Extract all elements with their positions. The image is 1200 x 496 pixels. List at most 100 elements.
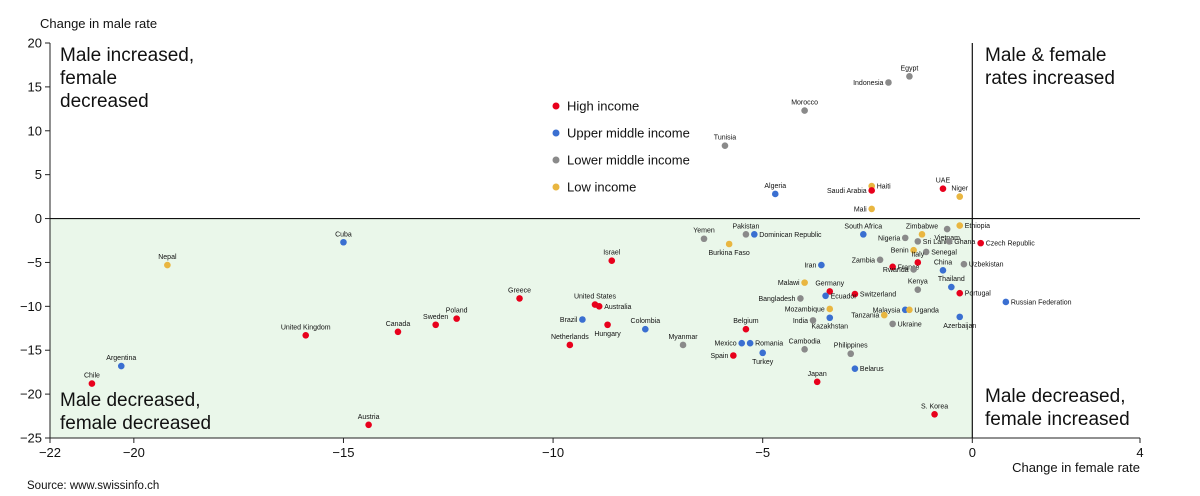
point-label-argentina: Argentina	[106, 355, 136, 362]
point-tunisia	[721, 142, 729, 149]
point-algeria	[771, 190, 779, 198]
quadrant-bottom-left-line-2: female decreased	[60, 413, 211, 434]
point-belgium	[742, 325, 750, 333]
point-yemen	[700, 235, 708, 243]
quadrant-top-left-line-2: female	[60, 68, 117, 89]
point-label-nepal: Nepal	[158, 254, 177, 261]
x-tick-label: −15	[332, 445, 354, 460]
x-tick-label: −10	[542, 445, 564, 460]
point-label-ukraine: Ukraine	[898, 321, 922, 328]
point-ghana	[945, 238, 953, 245]
point-ukraine	[889, 320, 896, 328]
point-netherlands	[566, 341, 574, 349]
point-label-ghana: Ghana	[954, 239, 975, 246]
data-points: Egypt Indonesia Morocco Tunisia Algeria Haiti…	[84, 65, 1072, 429]
y-tick-label: 0	[35, 211, 42, 226]
point-cambodia	[801, 346, 808, 353]
legend-marker-high	[552, 102, 560, 110]
point-australia	[595, 303, 603, 310]
point-label-s-korea: S. Korea	[921, 403, 948, 410]
point-label-yemen: Yemen	[693, 228, 715, 235]
point-label-czech-republic: Czech Republic	[986, 241, 1036, 248]
point-benin	[910, 246, 917, 254]
axis-ticks: 20 15 10 5 0 −5 −10 −15 −20 −25−22 −20 −15 −10 −5 0 4	[20, 36, 1144, 461]
point-burkina-faso	[725, 240, 733, 248]
point-label-malaysia: Malaysia	[873, 307, 901, 314]
point-label-thailand: Thailand	[938, 276, 965, 283]
point-switzerland	[851, 290, 859, 298]
point-united-kingdom	[302, 332, 310, 339]
y-tick-label: 10	[28, 123, 42, 138]
point-label-switzerland: Switzerland	[860, 292, 896, 299]
point-label-zimbabwe: Zimbabwe	[906, 223, 938, 230]
point-label-saudi-arabia: Saudi Arabia	[827, 188, 867, 195]
point-china	[939, 267, 947, 274]
point-dominican-republic	[751, 231, 758, 238]
point-label-israel: Israel	[603, 250, 621, 257]
point-vietnam	[943, 225, 951, 233]
y-tick-label: 5	[35, 167, 42, 182]
point-south-africa	[860, 231, 867, 238]
point-bangladesh	[797, 295, 804, 302]
quadrant-bottom-right-line-2: female increased	[985, 409, 1130, 430]
point-hungary	[604, 321, 611, 329]
legend-marker-upper	[552, 129, 560, 137]
point-malawi	[801, 279, 808, 286]
point-label-turkey: Turkey	[752, 359, 774, 366]
point-tanzania	[880, 311, 888, 319]
point-label-sweden: Sweden	[423, 314, 448, 321]
point-rwanda	[910, 266, 917, 273]
point-canada	[394, 328, 402, 336]
source-note: Source: www.swissinfo.ch	[27, 480, 159, 492]
point-mexico	[738, 339, 746, 347]
point-italy	[914, 259, 922, 266]
point-indonesia	[885, 79, 892, 86]
point-label-burkina-faso: Burkina Faso	[709, 250, 750, 257]
point-senegal	[922, 248, 930, 256]
point-chile	[88, 380, 96, 387]
point-label-haiti: Haiti	[877, 184, 891, 191]
point-label-morocco: Morocco	[791, 100, 818, 107]
point-label-rwanda: Rwanda	[883, 267, 909, 274]
point-label-senegal: Senegal	[931, 249, 957, 256]
point-poland	[453, 315, 460, 322]
point-label-greece: Greece	[508, 287, 531, 294]
point-label-belgium: Belgium	[733, 318, 758, 325]
point-label-poland: Poland	[446, 308, 468, 315]
point-label-united-states: United States	[574, 294, 617, 301]
point-label-nigeria: Nigeria	[878, 235, 900, 242]
point-label-tanzania: Tanzania	[851, 313, 879, 320]
point-thailand	[948, 283, 955, 291]
point-label-ethiopia: Ethiopia	[965, 223, 990, 230]
point-colombia	[642, 325, 649, 333]
point-nigeria	[901, 234, 909, 242]
point-s-korea	[931, 411, 938, 418]
point-label-belarus: Belarus	[860, 366, 884, 373]
point-label-uganda: Uganda	[914, 307, 939, 314]
point-mozambique	[826, 305, 834, 313]
point-label-philippines: Philippines	[834, 343, 868, 350]
y-tick-label: 15	[28, 79, 42, 94]
point-czech-republic	[977, 239, 984, 247]
point-label-indonesia: Indonesia	[853, 80, 883, 87]
point-label-dominican-republic: Dominican Republic	[759, 232, 822, 239]
point-label-australia: Australia	[604, 304, 631, 311]
legend-label-lower: Lower middle income	[567, 153, 690, 168]
point-austria	[365, 421, 372, 429]
point-label-japan: Japan	[808, 371, 827, 378]
x-tick-label: 4	[1136, 445, 1143, 460]
point-azerbaijan	[956, 313, 964, 321]
point-label-chile: Chile	[84, 373, 100, 380]
quadrant-top-right-line-1: Male & female	[985, 45, 1106, 66]
point-russian-federation	[1002, 298, 1010, 306]
point-label-mexico: Mexico	[715, 341, 737, 348]
x-axis-title: Change in female rate	[1012, 460, 1140, 475]
legend-label-upper: Upper middle income	[567, 126, 690, 141]
point-ethiopia	[956, 222, 964, 229]
y-tick-label: −25	[20, 431, 42, 446]
point-label-colombia: Colombia	[631, 318, 661, 325]
point-brazil	[579, 316, 586, 323]
point-label-russian-federation: Russian Federation	[1011, 299, 1072, 306]
point-label-uzbekistan: Uzbekistan	[969, 262, 1004, 269]
